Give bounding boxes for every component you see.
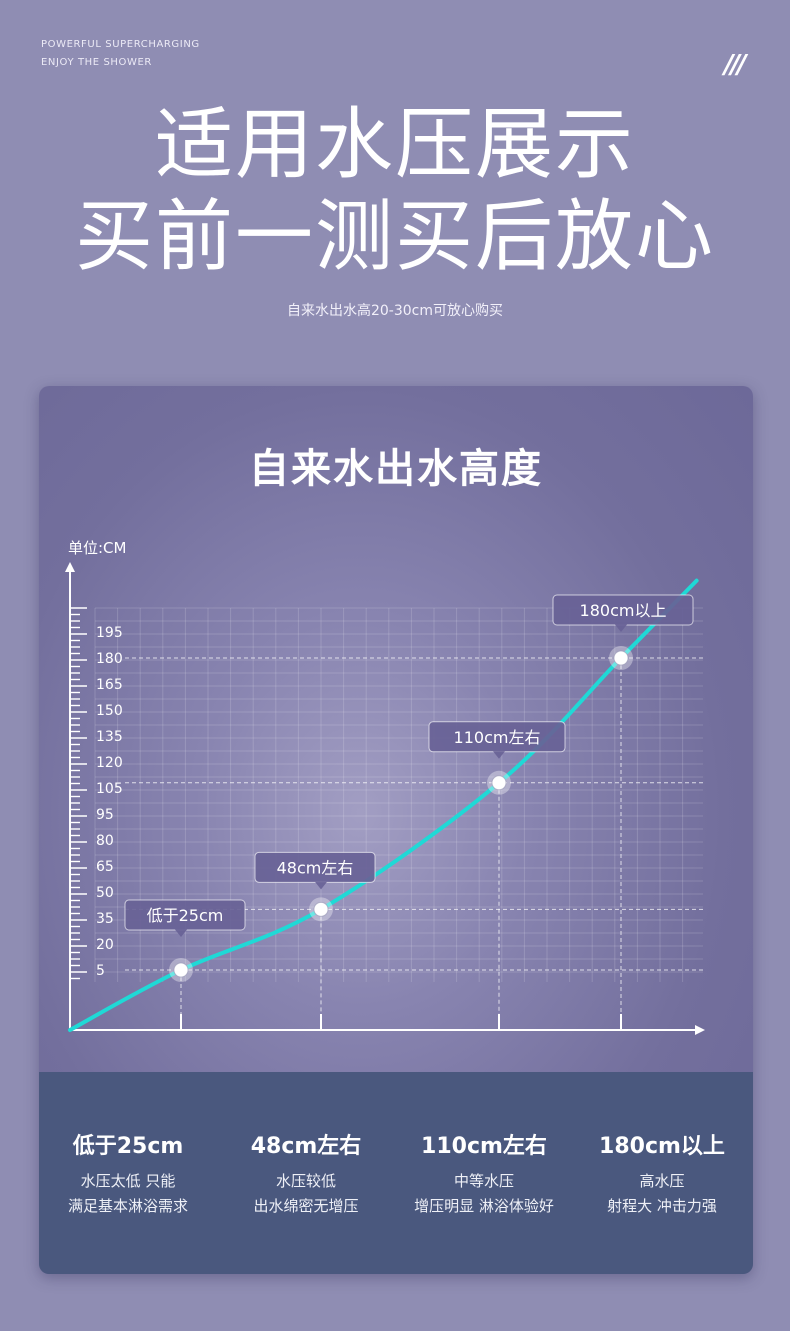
legend-desc-2: 增压明显 淋浴体验好	[414, 1197, 554, 1215]
legend-head: 48cm左右	[250, 1134, 362, 1159]
tagline-line-1: POWERFUL SUPERCHARGING	[41, 39, 200, 50]
y-tick-label: 150	[96, 703, 123, 719]
curve-layer	[68, 578, 699, 1032]
callout-box	[254, 851, 376, 883]
legend-desc-1: 中等水压	[453, 1172, 514, 1190]
subtitle: 自来水出水高20-30cm可放心购买	[286, 303, 503, 319]
y-tick-label: 135	[96, 729, 123, 745]
callout-label: 低于25cm	[147, 906, 224, 925]
chart-svg: 单位:CM 5 20 35 50 65 80 95 105 120 135 150 165 180 195…	[65, 539, 705, 1035]
callout: 48cm左右	[254, 851, 376, 890]
y-tick-label: 95	[96, 807, 114, 823]
pressure-curve	[68, 578, 699, 1032]
y-tick-label: 65	[96, 859, 114, 875]
chart-card: 自来水出水高度 单位:CM 5 20 35 50 65 80 95 105 120 135 150 1…	[39, 386, 753, 1274]
y-tick-label: 35	[96, 911, 114, 927]
legend-desc-1: 水压太低 只能	[80, 1172, 176, 1190]
data-point	[313, 901, 329, 917]
guide-lines	[125, 657, 703, 1014]
callout-label: 110cm左右	[454, 728, 541, 747]
x-axis-arrow	[695, 1025, 705, 1035]
y-axis-label: 单位:CM	[68, 539, 126, 557]
y-tick-label: 80	[96, 833, 114, 849]
tagline-line-2: ENJOY THE SHOWER	[41, 57, 152, 68]
data-point	[491, 775, 507, 791]
legend-desc-2: 出水绵密无增压	[253, 1197, 359, 1215]
legend-head: 110cm左右	[421, 1134, 547, 1159]
headline-line-2: 买前一测买后放心	[74, 192, 715, 282]
callout-pointer	[615, 624, 627, 632]
callout: 110cm左右	[428, 721, 566, 759]
y-tick-label: 20	[96, 937, 114, 953]
callout-label: 180cm以上	[580, 601, 667, 620]
y-tick-label: 120	[96, 755, 123, 771]
y-tick-labels: 5 20 35 50 65 80 95 105 120 135 150 165 180 195	[96, 625, 123, 979]
callout-label: 48cm左右	[277, 858, 354, 877]
legend-desc-2: 满足基本淋浴需求	[67, 1197, 188, 1215]
callout-pointer	[493, 751, 505, 759]
callout-pointer	[175, 929, 187, 937]
chart-axes	[65, 562, 705, 1035]
headline-line-1: 适用水压展示	[154, 100, 635, 190]
data-points	[169, 646, 633, 982]
data-point	[173, 962, 189, 978]
y-tick-label: 180	[96, 651, 123, 667]
y-tick-label: 195	[96, 625, 123, 641]
slashes-mark: ///	[724, 50, 746, 80]
legend-head: 180cm以上	[599, 1134, 725, 1159]
legend-desc-1: 高水压	[639, 1172, 685, 1190]
callout-pointer	[315, 881, 327, 890]
legend-head: 低于25cm	[72, 1134, 184, 1159]
callout: 180cm以上	[552, 594, 694, 632]
y-tick-label: 105	[96, 781, 123, 797]
chart-title: 自来水出水高度	[249, 446, 543, 492]
callout: 低于25cm	[124, 899, 246, 937]
legend-desc-1: 水压较低	[275, 1172, 336, 1190]
y-tick-label: 165	[96, 677, 123, 693]
legend-panel: 低于25cm 水压太低 只能 满足基本淋浴需求 48cm左右 水压较低 出水绵密…	[39, 1072, 753, 1274]
data-point	[613, 650, 629, 666]
y-axis-arrow	[65, 562, 75, 572]
y-tick-label: 5	[96, 963, 105, 979]
callouts: 低于25cm 48cm左右 110cm左右 180cm以上	[124, 594, 694, 937]
legend-desc-2: 射程大 冲击力强	[607, 1197, 717, 1215]
y-tick-label: 50	[96, 885, 114, 901]
tagline: POWERFUL SUPERCHARGING ENJOY THE SHOWER	[41, 36, 200, 72]
